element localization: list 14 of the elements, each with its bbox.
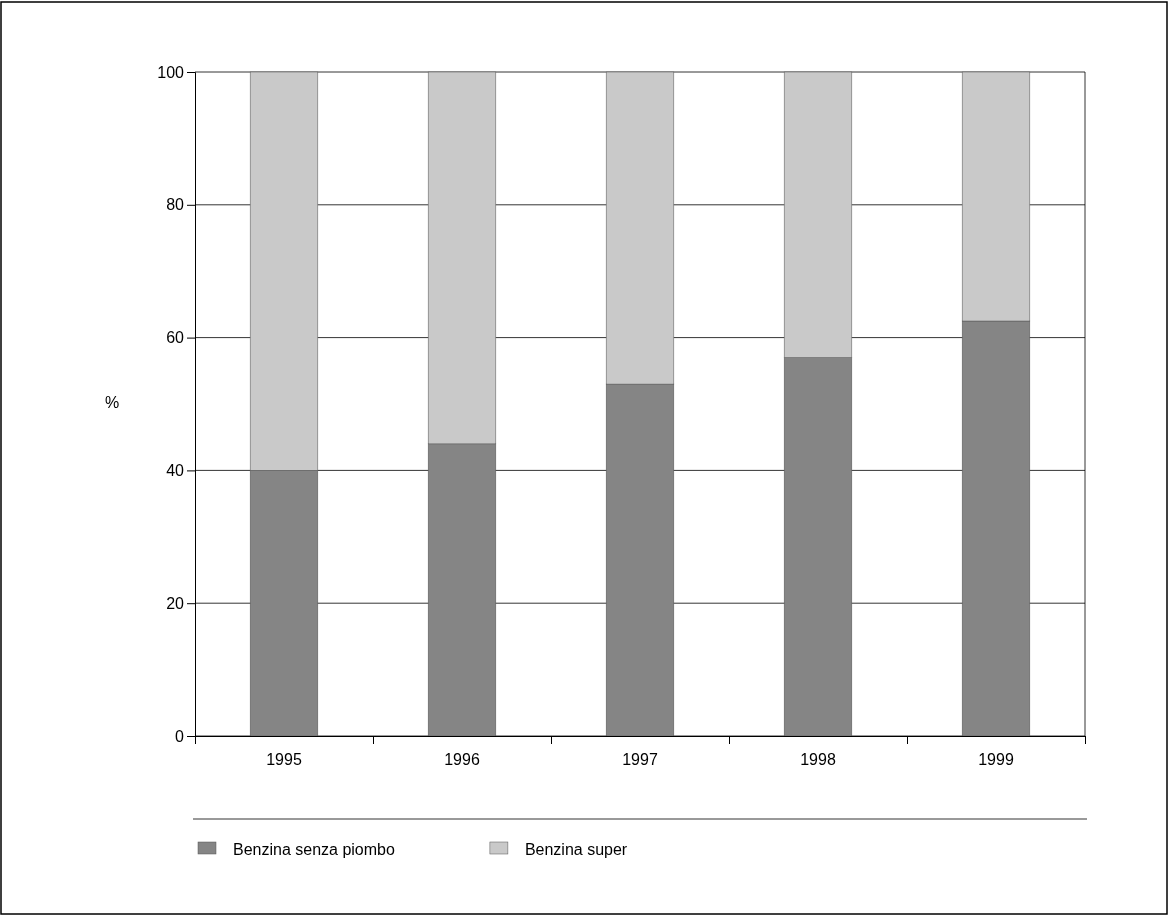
y-tick-label: 20 bbox=[166, 594, 185, 612]
y-tick-label: 0 bbox=[175, 727, 185, 745]
x-tick-label: 1999 bbox=[978, 751, 1014, 768]
legend-label: Benzina senza piombo bbox=[233, 841, 395, 858]
y-tick-label: 60 bbox=[166, 329, 185, 347]
x-tick-label: 1996 bbox=[444, 751, 480, 768]
y-tick-label: 80 bbox=[166, 196, 185, 214]
x-tick-label: 1997 bbox=[622, 751, 658, 768]
x-tick-label: 1995 bbox=[266, 751, 302, 768]
y-tick-label: 40 bbox=[166, 462, 185, 480]
y-tick-label: 100 bbox=[157, 63, 185, 81]
y-axis-title: % bbox=[104, 394, 120, 412]
legend-label: Benzina super bbox=[524, 841, 628, 858]
x-tick-label: 1998 bbox=[800, 751, 836, 768]
